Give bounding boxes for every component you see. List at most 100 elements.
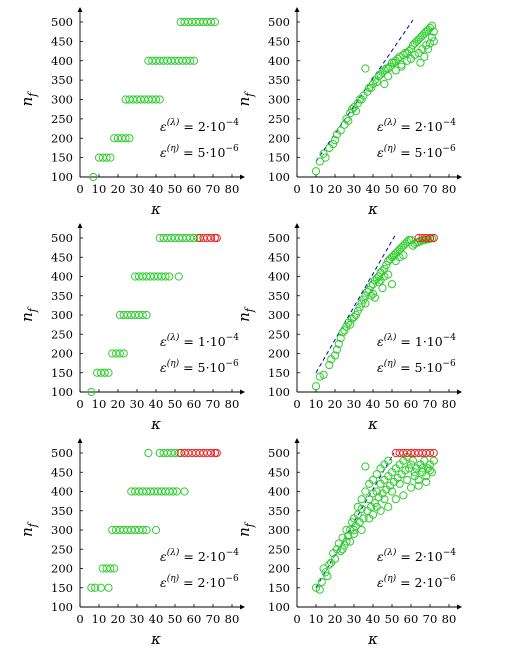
data-point <box>427 33 436 42</box>
annotation-line-1: ε(λ) = 2·10−4 <box>377 117 456 134</box>
data-point <box>418 464 427 473</box>
data-point <box>414 481 423 490</box>
y-tick-label: 400 <box>51 485 73 499</box>
y-axis-title: nf <box>235 521 256 537</box>
data-point <box>189 56 199 65</box>
data-point <box>353 502 362 511</box>
x-tick-label: 10 <box>92 182 107 196</box>
x-axis-title: κ <box>367 630 378 648</box>
data-point <box>357 504 366 513</box>
y-tick-label: 100 <box>51 385 73 399</box>
data-point <box>374 272 383 281</box>
y-tick-label: 350 <box>51 504 73 518</box>
x-axis-title: κ <box>367 200 378 218</box>
data-point <box>321 153 330 162</box>
x-tick-label: 80 <box>225 612 240 626</box>
data-point <box>384 502 393 511</box>
data-point <box>170 448 180 458</box>
data-point <box>151 525 161 535</box>
data-point <box>367 291 376 300</box>
data-point <box>332 345 341 354</box>
chart-panel-row3-left: 0 10 20 30 40 50 60 70 80 100 150 200 250 300 350 400 45… <box>18 438 245 648</box>
data-point <box>427 21 436 30</box>
data-point <box>403 237 412 246</box>
data-point <box>397 62 406 71</box>
y-tick-label: 450 <box>51 250 73 264</box>
data-point <box>349 514 359 523</box>
y-axis-title: nf <box>18 91 39 107</box>
chart-panel-row2-left: 0 10 20 30 40 50 60 70 80 100 150 200 250 300 350 400 45… <box>18 223 245 433</box>
data-point <box>325 360 334 370</box>
y-tick-label: 100 <box>268 600 290 614</box>
data-point <box>334 339 343 348</box>
data-point <box>344 116 353 125</box>
data-point <box>422 41 431 50</box>
x-tick-label: 60 <box>187 397 202 411</box>
data-point <box>110 564 119 573</box>
y-axis-arrow-icon <box>294 7 300 12</box>
x-tick-label: 40 <box>149 182 164 196</box>
data-point <box>372 77 381 87</box>
y-tick-label: 300 <box>268 308 290 322</box>
data-point <box>357 299 366 308</box>
data-point <box>380 66 389 75</box>
data-point <box>353 307 362 316</box>
data-point <box>351 107 360 116</box>
x-tick-label: 10 <box>92 612 107 626</box>
y-tick-label: 450 <box>268 465 290 479</box>
data-point <box>125 134 134 143</box>
data-point <box>311 583 321 592</box>
x-tick-label: 80 <box>442 612 457 626</box>
data-point <box>344 531 353 540</box>
y-tick-label: 350 <box>268 289 290 303</box>
y-tick-label: 400 <box>268 54 290 68</box>
x-tick-label: 70 <box>206 612 221 626</box>
x-tick-label: 50 <box>385 397 400 411</box>
data-point <box>346 537 355 546</box>
x-tick-label: 20 <box>111 182 126 196</box>
x-tick-label: 70 <box>206 182 221 196</box>
y-tick-label: 250 <box>51 112 73 126</box>
x-tick-label: 20 <box>111 612 126 626</box>
y-tick-label: 100 <box>268 170 290 184</box>
y-tick-label: 400 <box>51 270 73 284</box>
data-point <box>372 470 381 479</box>
data-point <box>121 134 130 143</box>
y-tick-label: 500 <box>51 446 73 460</box>
y-tick-label: 400 <box>268 485 290 499</box>
y-tick-label: 350 <box>268 73 290 87</box>
data-point <box>403 475 412 485</box>
data-point <box>414 475 423 485</box>
y-axis-arrow-icon <box>77 7 83 12</box>
y-tick-label: 450 <box>51 34 73 48</box>
x-tick-label: 50 <box>168 397 183 411</box>
data-point <box>106 564 115 573</box>
data-point <box>330 136 340 145</box>
x-tick-label: 10 <box>309 612 324 626</box>
x-tick-label: 30 <box>347 397 362 411</box>
data-point <box>180 487 189 496</box>
chart-panel-row2-right: 0 10 20 30 40 50 60 70 80 100 150 200 250 300 350 400 45… <box>235 223 462 433</box>
data-point <box>161 272 170 281</box>
y-tick-label: 100 <box>51 170 73 184</box>
y-tick-label: 200 <box>51 131 73 145</box>
data-point <box>367 282 376 291</box>
data-point <box>155 95 164 104</box>
y-tick-label: 250 <box>51 542 73 556</box>
data-point <box>368 280 378 289</box>
x-axis-arrow-icon <box>240 604 245 610</box>
data-point <box>401 466 410 475</box>
x-tick-label: 50 <box>168 182 183 196</box>
data-point <box>104 583 113 592</box>
annotation-line-2: ε(η) = 5·10−6 <box>377 143 456 160</box>
data-point <box>380 272 389 281</box>
data-point <box>370 498 379 508</box>
y-axis-title: nf <box>18 521 39 537</box>
x-tick-label: 10 <box>92 397 107 411</box>
data-point <box>349 529 359 538</box>
data-point <box>319 149 328 158</box>
y-tick-label: 200 <box>268 562 290 576</box>
data-point <box>420 456 429 465</box>
y-tick-label: 400 <box>51 54 73 68</box>
reference-dashed-line <box>315 19 414 162</box>
